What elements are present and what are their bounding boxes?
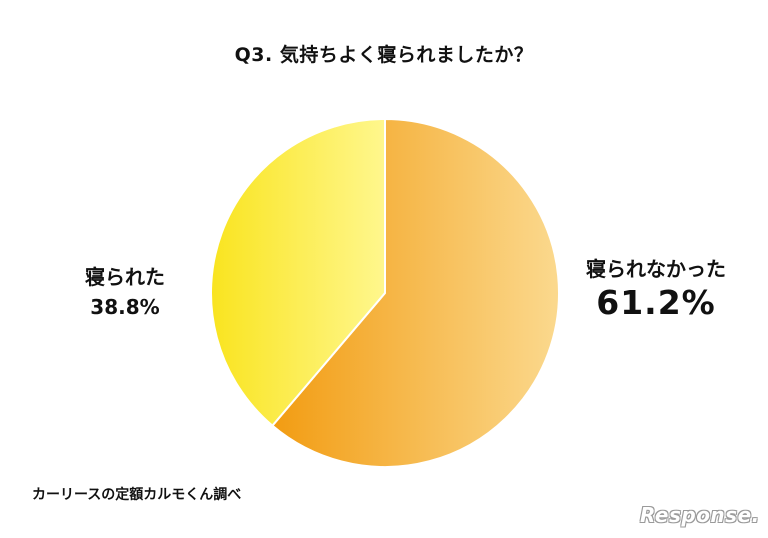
slice-label-name: 寝られた bbox=[85, 265, 165, 289]
slice-label-slept: 寝られた 38.8% bbox=[60, 262, 190, 322]
pie-slice-0 bbox=[271, 117, 560, 468]
slice-label-not-slept: 寝られなかった 61.2% bbox=[566, 256, 746, 324]
slice-label-value: 61.2% bbox=[596, 283, 716, 322]
slice-label-name: 寝られなかった bbox=[586, 257, 726, 281]
slice-label-value: 38.8% bbox=[90, 295, 160, 319]
response-logo: Response. bbox=[640, 503, 760, 527]
source-note: カーリースの定額カルモくん調べ bbox=[32, 487, 242, 503]
pie-slice-1 bbox=[210, 117, 386, 428]
chart-title: Q3. 気持ちよく寝られましたか？ bbox=[234, 44, 534, 66]
